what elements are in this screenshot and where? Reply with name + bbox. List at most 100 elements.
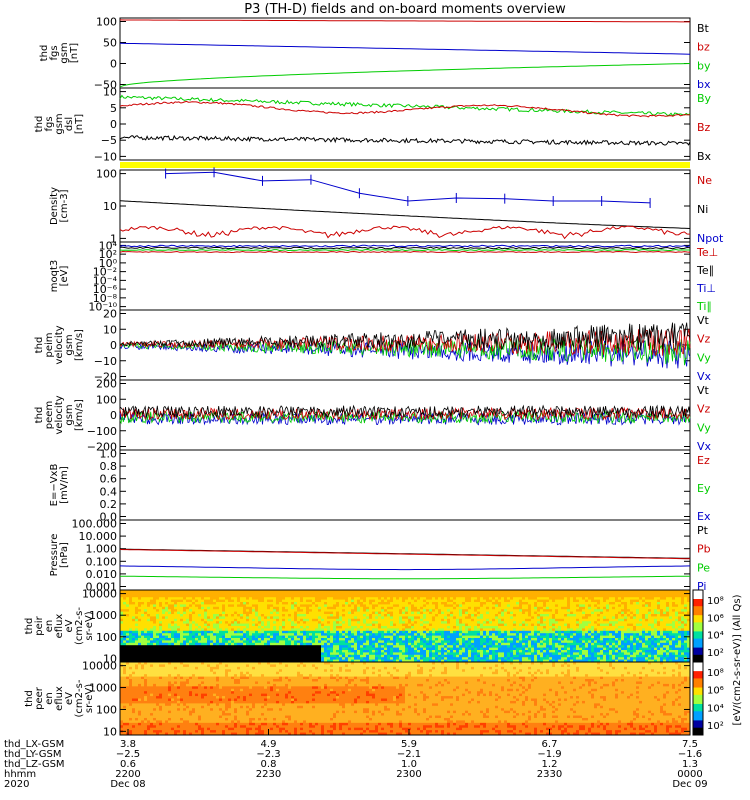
spectrogram-cell — [276, 594, 280, 598]
spectrogram-cell — [408, 599, 412, 603]
spectrogram-cell — [495, 621, 499, 624]
spectrogram-cell — [144, 626, 148, 629]
spectrogram-cell — [132, 590, 136, 593]
spectrogram-cell — [483, 594, 487, 598]
spectrogram-cell — [480, 657, 484, 660]
spectrogram-cell — [192, 626, 196, 629]
spectrogram-cell — [408, 626, 412, 629]
spectrogram-cell — [414, 616, 418, 620]
spectrogram-cell — [138, 659, 142, 663]
spectrogram-cell — [147, 633, 151, 636]
spectrogram-cell — [576, 618, 580, 622]
spectrogram-cell — [468, 626, 472, 629]
spectrogram-cell — [267, 621, 271, 624]
spectrogram-cell — [534, 597, 538, 600]
spectrogram-cell — [159, 597, 163, 600]
spectrogram-cell — [585, 597, 589, 600]
spectrogram-cell — [471, 659, 475, 663]
spectrogram-cell — [309, 652, 313, 656]
spectrogram-cell — [480, 599, 484, 603]
spectrogram-cell — [555, 614, 559, 617]
spectrogram-cell — [201, 616, 205, 620]
spectrogram-cell — [273, 645, 277, 648]
spectrogram-cell — [501, 616, 505, 620]
spectrogram-cell — [375, 650, 379, 653]
spectrogram-cell — [300, 626, 304, 629]
spectrogram-cell — [480, 626, 484, 629]
spectrogram-cell — [285, 642, 289, 646]
spectrogram-cell — [402, 654, 406, 658]
spectrogram-cell — [249, 640, 253, 644]
spectrogram-cell — [390, 650, 394, 653]
spectrogram-cell — [498, 650, 502, 653]
spectrogram-cell — [201, 642, 205, 646]
spectrogram-cell — [483, 621, 487, 624]
spectrogram-cell — [591, 614, 595, 617]
spectrogram-cell — [240, 642, 244, 646]
spectrogram-cell — [291, 657, 295, 660]
spectrogram-cell — [276, 659, 280, 663]
spectrogram-cell — [153, 592, 157, 596]
spectrogram-cell — [180, 635, 184, 639]
spectrogram-cell — [186, 640, 190, 644]
spectrogram-cell — [522, 623, 526, 627]
spectrogram-cell — [153, 654, 157, 658]
spectrogram-cell — [591, 647, 595, 651]
spectrogram-cell — [321, 618, 325, 622]
spectrogram-cell — [318, 640, 322, 644]
spectrogram-cell — [456, 630, 460, 634]
spectrogram-cell — [273, 609, 277, 612]
spectrogram-cell — [324, 604, 328, 608]
spectrogram-cell — [144, 657, 148, 660]
spectrogram-cell — [546, 602, 550, 605]
spectrogram-cell — [249, 623, 253, 627]
y-axis-label: [km/s] — [74, 399, 85, 431]
spectrogram-cell — [285, 635, 289, 639]
spectrogram-cell — [393, 606, 397, 610]
y-axis-label: gsm — [59, 42, 70, 63]
spectrogram-cell — [132, 606, 136, 610]
spectrogram-cell — [306, 614, 310, 617]
spectrogram-cell — [132, 657, 136, 660]
spectrogram-cell — [171, 597, 175, 600]
spectrogram-cell — [435, 645, 439, 648]
spectrogram-cell — [354, 647, 358, 651]
spectrogram-cell — [417, 628, 421, 632]
spectrogram-cell — [321, 638, 325, 641]
spectrogram-cell — [459, 611, 463, 615]
spectrogram-cell — [492, 623, 496, 627]
spectrogram-cell — [279, 590, 283, 593]
spectrogram-cell — [216, 594, 220, 598]
spectrogram-cell — [477, 659, 481, 663]
spectrogram-cell — [165, 594, 169, 598]
spectrogram-cell — [309, 659, 313, 663]
spectrogram-cell — [246, 604, 250, 608]
spectrogram-cell — [306, 618, 310, 622]
spectrogram-cell — [294, 616, 298, 620]
spectrogram-cell — [585, 594, 589, 598]
spectrogram-cell — [432, 614, 436, 617]
spectrogram-cell — [420, 647, 424, 651]
spectrogram-cell — [507, 616, 511, 620]
spectrogram-cell — [168, 602, 172, 605]
spectrogram-cell — [450, 652, 454, 656]
spectrogram-cell — [444, 635, 448, 639]
spectrogram-cell — [264, 623, 268, 627]
spectrogram-cell — [480, 652, 484, 656]
spectrogram-cell — [267, 599, 271, 603]
spectrogram-cell — [210, 621, 214, 624]
spectrogram-cell — [351, 659, 355, 663]
spectrogram-cell — [252, 618, 256, 622]
spectrogram-cell — [246, 614, 250, 617]
spectrogram-cell — [294, 611, 298, 615]
spectrogram-cell — [273, 630, 277, 634]
spectrogram-cell — [417, 626, 421, 629]
spectrogram-cell — [354, 657, 358, 660]
spectrogram-cell — [360, 652, 364, 656]
legend-npot: Npot — [697, 232, 724, 245]
spectrogram-cell — [309, 645, 313, 648]
spectrogram-cell — [384, 652, 388, 656]
spectrogram-cell — [270, 616, 274, 620]
spectrogram-cell — [453, 647, 457, 651]
spectrogram-cell — [309, 604, 313, 608]
